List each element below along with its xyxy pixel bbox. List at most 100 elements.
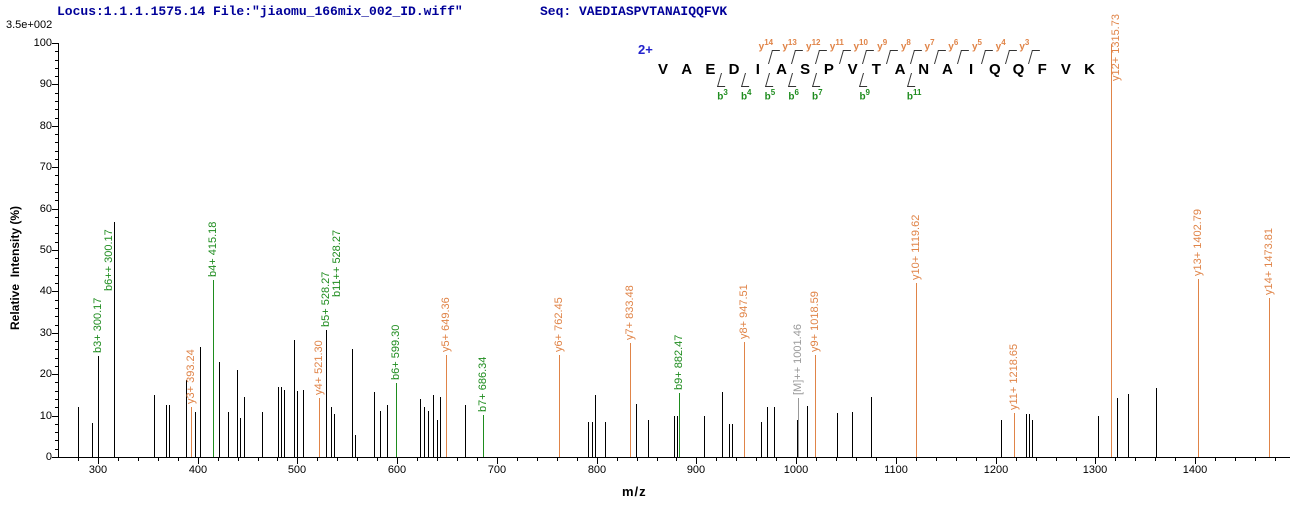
y-ion-label: y3 [1019, 38, 1030, 53]
y-minor-tick [55, 192, 58, 193]
y-minor-tick [55, 76, 58, 77]
x-minor-tick [158, 458, 159, 461]
residue: K [1084, 61, 1096, 78]
labeled-peak [744, 342, 745, 457]
x-tick-label: 1100 [884, 464, 908, 476]
x-minor-tick [876, 458, 877, 461]
x-minor-tick [238, 458, 239, 461]
peak [592, 421, 593, 457]
y-minor-tick [55, 93, 58, 94]
y-axis-title: Relative Intensity (%) [8, 205, 22, 330]
residue: I [969, 61, 974, 78]
y-minor-tick [55, 424, 58, 425]
y-major-tick [52, 333, 58, 334]
residue: S [800, 61, 811, 78]
peak [303, 389, 304, 457]
peak [433, 394, 434, 457]
residue: V [1060, 61, 1071, 78]
peak [387, 405, 388, 457]
peak [674, 415, 675, 457]
peak [297, 390, 298, 457]
y-minor-tick [55, 300, 58, 301]
labeled-peak [396, 383, 397, 457]
x-minor-tick [976, 458, 977, 461]
x-major-tick [1195, 458, 1196, 464]
peak [440, 396, 441, 457]
x-minor-tick [836, 458, 837, 461]
b-ion-label: b4 [740, 88, 752, 103]
x-minor-tick [716, 458, 717, 461]
peak-label: y12+ 1315.73 [1110, 14, 1122, 82]
residue: A [681, 61, 693, 78]
peak [1117, 398, 1118, 457]
y-minor-tick [55, 366, 58, 367]
peak [1098, 415, 1099, 457]
peak [219, 361, 220, 457]
x-major-tick [896, 458, 897, 464]
peak [465, 405, 466, 457]
y-tick-label: 60 [39, 203, 52, 215]
peak-label: y7+ 833.48 [624, 285, 636, 341]
x-minor-tick [577, 458, 578, 461]
peak-label: b6+ 599.30 [390, 324, 402, 381]
x-tick-label: 600 [387, 464, 407, 476]
x-minor-tick [557, 458, 558, 461]
peak [195, 412, 196, 457]
x-minor-tick [457, 458, 458, 461]
y-ion-label: y7 [924, 38, 935, 53]
y-minor-tick [55, 325, 58, 326]
b-fragment-mark [859, 73, 872, 87]
x-minor-tick [1076, 458, 1077, 461]
peak [114, 221, 115, 457]
peak-label: y5+ 649.36 [440, 297, 452, 353]
peak [92, 423, 93, 457]
x-major-tick [796, 458, 797, 464]
y-ion-label: y14 [758, 38, 774, 53]
y-ion-label: y10 [853, 38, 868, 53]
y-major-tick [52, 167, 58, 168]
x-tick-label: 500 [287, 464, 307, 476]
labeled-peak [916, 283, 917, 457]
x-major-tick [98, 458, 99, 464]
x-minor-tick [637, 458, 638, 461]
peak [1156, 388, 1157, 457]
labeled-peak [679, 393, 680, 457]
y-minor-tick [55, 51, 58, 52]
peak-label: b11++ 528.27 [331, 230, 343, 298]
header-locus-file: Locus:1.1.1.1575.14 File:"jiaomu_166mix_… [57, 4, 463, 19]
y-major-tick [52, 84, 58, 85]
y-minor-tick [55, 233, 58, 234]
residue: Q [988, 61, 1001, 78]
x-minor-tick [1175, 458, 1176, 461]
x-minor-tick [1255, 458, 1256, 461]
x-minor-tick [856, 458, 857, 461]
y-minor-tick [55, 449, 58, 450]
x-major-tick [1095, 458, 1096, 464]
y-tick-label: 90 [39, 78, 52, 90]
peak [761, 421, 762, 457]
x-minor-tick [537, 458, 538, 461]
peak [677, 415, 678, 457]
x-major-tick [497, 458, 498, 464]
labeled-peak [98, 356, 99, 457]
charge-state: 2+ [638, 42, 653, 57]
residue: A [894, 61, 906, 78]
b-ion-label: b11 [906, 88, 922, 103]
y-ion-label: y11 [829, 38, 844, 53]
intensity-scale-label: 3.5e+002 [6, 19, 53, 31]
y-tick-label: 30 [39, 327, 52, 339]
y-minor-tick [55, 68, 58, 69]
y-minor-tick [55, 101, 58, 102]
x-minor-tick [78, 458, 79, 461]
y-minor-tick [55, 391, 58, 392]
peak-label: b3+ 300.17 [92, 298, 104, 354]
y-minor-tick [55, 118, 58, 119]
labeled-peak [1014, 413, 1015, 457]
b-ion-label: b6 [788, 88, 799, 103]
peak [732, 423, 733, 457]
y-minor-tick [55, 142, 58, 143]
labeled-peak [815, 355, 816, 457]
peak [852, 412, 853, 457]
peak [648, 419, 649, 457]
y-ion-label: y9 [877, 38, 888, 53]
